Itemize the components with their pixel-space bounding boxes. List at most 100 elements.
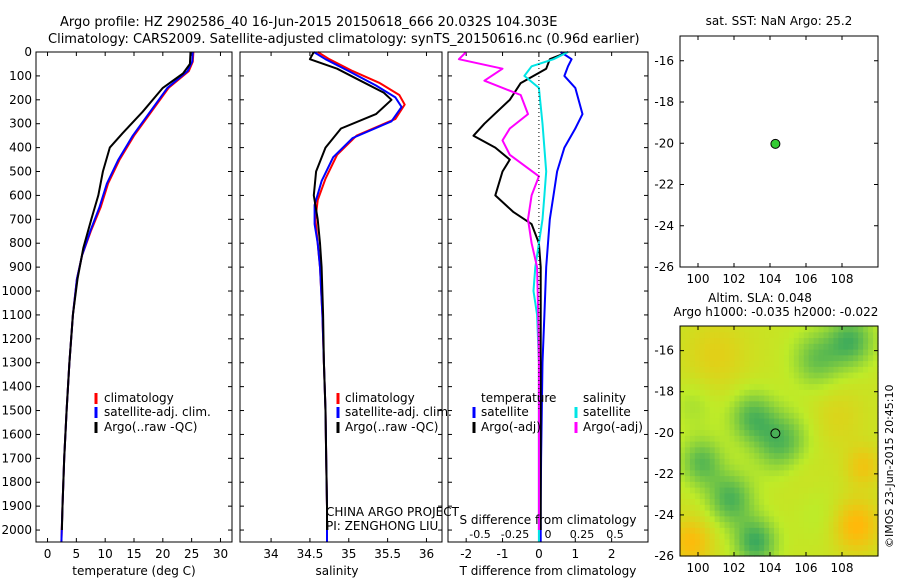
altimetry-cell-33-21 <box>843 429 849 436</box>
altimetry-cell-38-1 <box>868 544 874 551</box>
altimetry-cell-1-23 <box>684 418 691 425</box>
altimetry-cell-39-14 <box>873 469 879 477</box>
altimetry-cell-16-25 <box>759 406 765 413</box>
altimetry-cell-8-13 <box>719 475 726 482</box>
altimetry-cell-24-33 <box>798 360 805 367</box>
altimetry-cell-39-17 <box>873 452 879 459</box>
altimetry-cell-38-32 <box>868 366 874 373</box>
altimetry-cell-2-30 <box>689 377 696 385</box>
altimetry-cell-5-4 <box>704 527 711 534</box>
altimetry-cell-28-35 <box>818 349 825 356</box>
altimetry-cell-26-22 <box>808 423 815 431</box>
altimetry-cell-3-28 <box>694 389 701 396</box>
altimetry-cell-3-35 <box>694 349 701 356</box>
altimetry-cell-6-24 <box>709 412 716 419</box>
altimetry-cell-19-4 <box>774 527 780 534</box>
altimetry-cell-33-37 <box>843 337 849 344</box>
altimetry-cell-9-35 <box>724 349 731 356</box>
altimetry-cell-26-18 <box>808 446 815 454</box>
altimetry-cell-36-17 <box>858 452 864 459</box>
altimetry-cell-12-36 <box>739 343 745 350</box>
altimetry-cell-25-23 <box>803 418 810 425</box>
altimetry-cell-11-1 <box>734 544 740 551</box>
altimetry-cell-21-26 <box>783 400 790 408</box>
position-sst-ytick-label-1: -18 <box>654 95 674 109</box>
altimetry-cell-21-0 <box>783 550 790 557</box>
altimetry-cell-23-13 <box>793 475 800 482</box>
altimetry-cell-5-23 <box>704 418 711 425</box>
temperature-ytick-label-7: 700 <box>9 212 32 226</box>
altimetry-cell-26-4 <box>808 527 815 534</box>
altimetry-cell-33-16 <box>843 458 849 465</box>
altimetry-cell-3-14 <box>694 469 701 477</box>
temperature-ytick-label-15: 1500 <box>1 404 32 418</box>
altimetry-cell-34-38 <box>848 331 854 339</box>
altimetry-cell-32-0 <box>838 550 844 557</box>
altimetry-cell-19-28 <box>774 389 780 396</box>
altimetry-cell-6-34 <box>709 354 716 362</box>
altimetry-cell-20-39 <box>779 326 785 333</box>
altimetry-cell-17-26 <box>764 400 770 408</box>
altimetry-cell-27-3 <box>813 533 820 540</box>
altimetry-cell-16-29 <box>759 383 765 390</box>
altimetry-cell-36-24 <box>858 412 864 419</box>
altimetry-cell-0-12 <box>680 481 686 488</box>
altimetry-cell-17-22 <box>764 423 770 431</box>
altimetry-cell-15-4 <box>754 527 760 534</box>
altimetry-cell-21-24 <box>783 412 790 419</box>
altimetry-cell-38-17 <box>868 452 874 459</box>
altimetry-cell-5-34 <box>704 354 711 362</box>
altimetry-cell-9-39 <box>724 326 731 333</box>
altimetry-cell-30-13 <box>828 475 835 482</box>
altimetry-ytick-label-1: -18 <box>654 385 674 399</box>
altimetry-cell-0-26 <box>680 400 686 408</box>
altimetry-cell-7-3 <box>714 533 721 540</box>
altimetry-cell-15-21 <box>754 429 760 436</box>
altimetry-cell-37-16 <box>863 458 869 465</box>
altimetry-cell-24-34 <box>798 354 805 362</box>
altimetry-cell-27-37 <box>813 337 820 344</box>
altimetry-cell-14-18 <box>749 446 755 454</box>
difference-top-tick-3: 0 <box>545 528 552 541</box>
altimetry-cell-29-31 <box>823 372 830 379</box>
altimetry-cell-5-35 <box>704 349 711 356</box>
altimetry-cell-31-34 <box>833 354 839 362</box>
altimetry-cell-6-26 <box>709 400 716 408</box>
altimetry-cell-25-25 <box>803 406 810 413</box>
altimetry-cell-21-34 <box>783 354 790 362</box>
altimetry-cell-5-29 <box>704 383 711 390</box>
altimetry-cell-8-9 <box>719 498 726 505</box>
altimetry-cell-6-25 <box>709 406 716 413</box>
altimetry-cell-0-13 <box>680 475 686 482</box>
altimetry-cell-2-33 <box>689 360 696 367</box>
altimetry-cell-29-36 <box>823 343 830 350</box>
altimetry-cell-6-14 <box>709 469 716 477</box>
altimetry-cell-22-11 <box>788 487 795 494</box>
altimetry-cell-24-10 <box>798 492 805 500</box>
altimetry-cell-24-31 <box>798 372 805 379</box>
altimetry-cell-16-19 <box>759 441 765 448</box>
altimetry-cell-18-21 <box>769 429 775 436</box>
altimetry-cell-8-14 <box>719 469 726 477</box>
altimetry-cell-14-9 <box>749 498 755 505</box>
altimetry-cell-34-4 <box>848 527 854 534</box>
altimetry-cell-33-15 <box>843 464 849 471</box>
altimetry-cell-13-24 <box>744 412 750 419</box>
altimetry-cell-38-34 <box>868 354 874 362</box>
altimetry-cell-19-32 <box>774 366 780 373</box>
altimetry-cell-28-38 <box>818 331 825 339</box>
altimetry-cell-39-12 <box>873 481 879 488</box>
altimetry-cell-27-32 <box>813 366 820 373</box>
altimetry-cell-39-32 <box>873 366 879 373</box>
altimetry-cell-23-14 <box>793 469 800 477</box>
altimetry-cell-12-11 <box>739 487 745 494</box>
altimetry-cell-5-1 <box>704 544 711 551</box>
altimetry-cell-18-1 <box>769 544 775 551</box>
altimetry-cell-8-10 <box>719 492 726 500</box>
altimetry-cell-4-5 <box>699 521 706 528</box>
altimetry-cell-13-14 <box>744 469 750 477</box>
altimetry-cell-24-37 <box>798 337 805 344</box>
altimetry-cell-1-5 <box>684 521 691 528</box>
altimetry-cell-3-9 <box>694 498 701 505</box>
altimetry-cell-19-24 <box>774 412 780 419</box>
